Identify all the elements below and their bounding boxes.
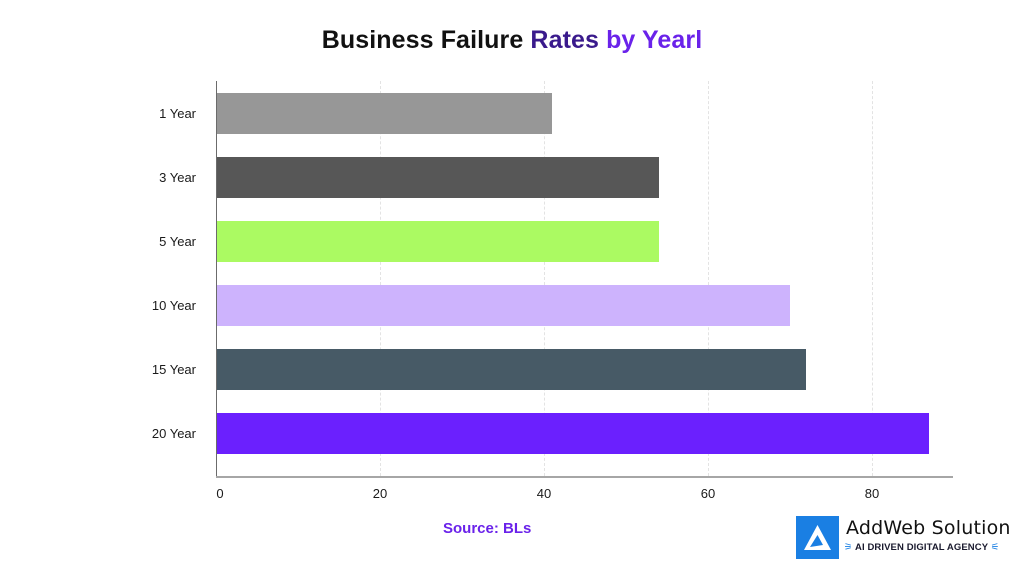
x-tick-label: 80 — [864, 486, 880, 501]
gridline-60 — [708, 81, 709, 476]
source-note: Source: BLs — [443, 520, 532, 537]
x-tick-label: 40 — [536, 486, 552, 501]
logo-tagline: ⚞ AI DRIVEN DIGITAL AGENCY ⚟ — [844, 542, 999, 553]
gridline-20 — [380, 81, 381, 476]
signal-left-icon: ⚞ — [844, 542, 853, 553]
x-tick-label: 20 — [372, 486, 388, 501]
category-label: 15 Year — [151, 362, 196, 377]
bar-1-year — [217, 93, 553, 134]
chart-title-part-2: Rates — [530, 26, 607, 54]
gridline-40 — [544, 81, 545, 476]
bar-15-year — [217, 349, 807, 390]
bar-10-year — [217, 285, 790, 326]
bar-3-year — [217, 157, 659, 198]
x-tick-label: 0 — [216, 486, 224, 501]
chart-title-part-1: Business Failure — [321, 26, 531, 54]
x-axis — [216, 476, 953, 478]
signal-right-icon: ⚟ — [990, 542, 1000, 553]
category-label: 20 Year — [151, 426, 196, 441]
bar-5-year — [217, 221, 659, 262]
logo-mark-icon — [796, 516, 839, 559]
logo-name: AddWeb Solution — [846, 517, 1011, 539]
logo-tagline-text: AI DRIVEN DIGITAL AGENCY — [855, 542, 988, 553]
x-tick-label: 60 — [700, 486, 716, 501]
brand-logo: AddWeb Solution ⚞ AI DRIVEN DIGITAL AGEN… — [796, 516, 1011, 560]
category-label: 5 Year — [159, 234, 196, 249]
gridline-80 — [872, 81, 873, 476]
bar-20-year — [217, 413, 930, 454]
chart-title-part-3: by Yearl — [606, 26, 703, 54]
y-axis — [216, 81, 217, 478]
chart-title: Business Failure Rates by Yearl — [0, 26, 1024, 55]
category-label: 1 Year — [159, 106, 196, 121]
category-label: 3 Year — [159, 170, 196, 185]
category-label: 10 Year — [151, 298, 196, 313]
